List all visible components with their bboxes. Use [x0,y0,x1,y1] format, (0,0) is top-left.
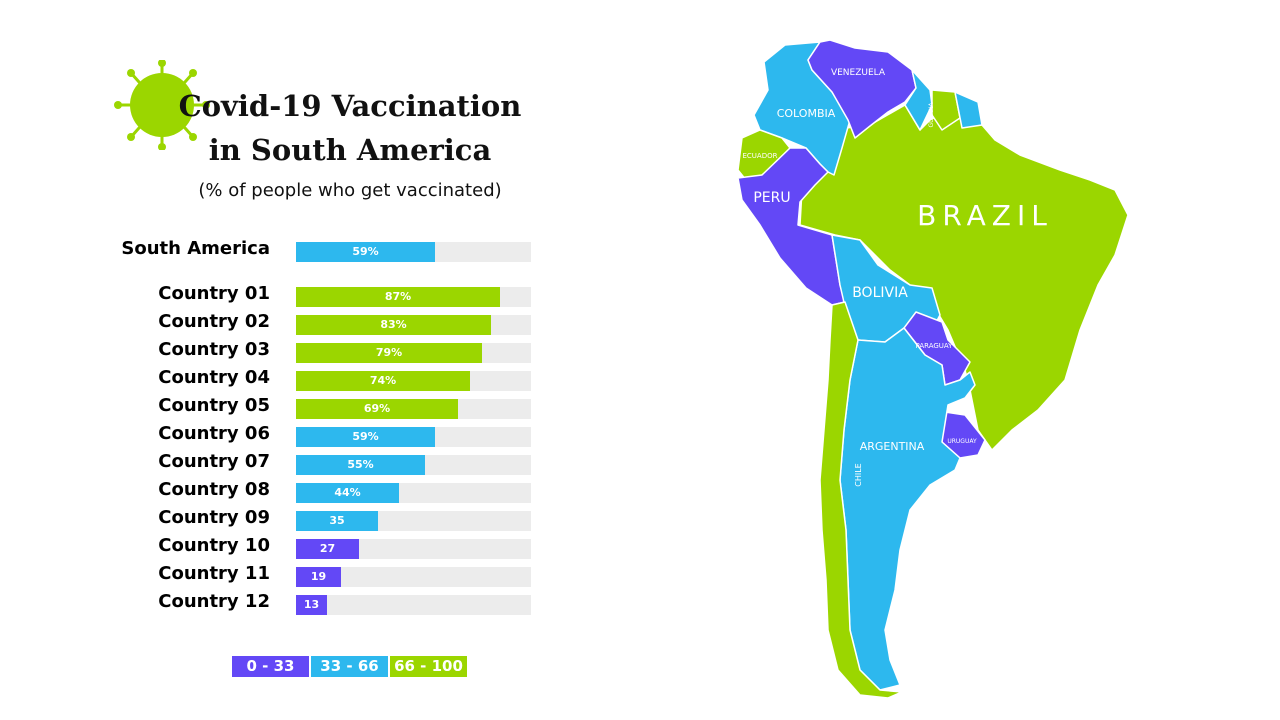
bar-value-label-9: 35 [329,514,345,527]
chart-title: Covid-19 Vaccination in South America [165,84,535,172]
map-label-guyana: GUYANA [928,102,935,128]
map-region-guyana [904,69,933,131]
map-region-peru [737,147,846,306]
chart-subtitle: (% of people who get vaccinated) [198,180,502,201]
map-label-brazil: BRAZIL [917,199,1053,232]
map-label-paraguay: PARAGUAY [916,342,954,350]
bar-10 [296,539,359,559]
bar-label-7: Country 07 [158,451,270,472]
bar-value-label-5: 69% [363,402,391,415]
map-label-colombia: COLOMBIA [777,107,836,120]
bar-label-4: Country 04 [158,367,270,388]
map-region-suriname [931,89,961,131]
bar-value-label-8: 44% [334,486,361,499]
bar-value-label-12: 13 [303,598,320,611]
bar-label-5: Country 05 [158,395,270,416]
south-america-map: VENEZUELA COLOMBIA GUYANA ECUADOR PERU B… [737,39,1129,699]
title-line-2: in South America [208,133,492,167]
bar-6 [296,427,435,447]
bar-value-label-11: 19 [310,570,327,583]
bar-value-label-6: 59% [352,430,379,443]
map-region-argentina [839,327,976,691]
bar-track-1: 87% [296,287,531,307]
bar-track-7: 55% [296,455,531,475]
bar-4 [296,371,470,391]
bar-11 [296,567,341,587]
bar-label-9: Country 09 [158,507,270,528]
map-region-venezuela [807,39,917,139]
legend-item-high: 66 - 100 [390,656,467,677]
summary-label: South America [121,238,270,259]
bar-label-11: Country 11 [158,563,270,584]
title-line-1: Covid-19 Vaccination [178,89,522,123]
bar-8 [296,483,399,503]
bar-value-label-4: 74% [369,374,397,387]
summary-value-label: 59% [352,245,379,258]
bar-12 [296,595,327,615]
bar-track-5: 69% [296,399,531,419]
bar-track-3: 79% [296,343,531,363]
bar-label-2: Country 02 [158,311,270,332]
bar-value-label-1: 87% [384,290,412,303]
bar-track-8: 44% [296,483,531,503]
bar-9 [296,511,378,531]
map-label-argentina: ARGENTINA [860,440,925,453]
bar-chart: South America 59% Country 01 87% Country… [0,0,560,720]
bar-track-2: 83% [296,315,531,335]
map-label-bolivia: BOLIVIA [852,285,908,301]
bar-track-12: 13 [296,595,531,615]
bar-track-11: 19 [296,567,531,587]
bar-track-6: 59% [296,427,531,447]
legend-item-mid: 33 - 66 [311,656,388,677]
summary-bar [296,242,435,262]
summary-track: 59% [296,242,531,262]
map-region-french-guiana [954,91,983,129]
map-label-venezuela: VENEZUELA [831,68,886,78]
map-label-ecuador: ECUADOR [743,152,778,160]
bar-value-label-7: 55% [347,458,374,471]
bar-label-8: Country 08 [158,479,270,500]
bar-5 [296,399,458,419]
bar-label-6: Country 06 [158,423,270,444]
bar-track-4: 74% [296,371,531,391]
bar-label-10: Country 10 [158,535,270,556]
bar-value-label-10: 27 [319,542,336,555]
map-label-uruguay: URUGUAY [947,438,977,445]
bar-value-label-2: 83% [380,318,407,331]
bar-label-3: Country 03 [158,339,270,360]
legend: 0 - 33 33 - 66 66 - 100 [232,656,467,677]
bar-3 [296,343,482,363]
map-label-chile: CHILE [854,463,863,486]
bar-1 [296,287,500,307]
bar-label-12: Country 12 [158,591,270,612]
bar-track-10: 27 [296,539,531,559]
bar-label-1: Country 01 [158,283,270,304]
virus-icon [114,60,210,150]
bar-2 [296,315,491,335]
map-label-peru: PERU [753,190,790,206]
bar-track-9: 35 [296,511,531,531]
bar-7 [296,455,425,475]
bar-value-label-3: 79% [375,346,403,359]
legend-item-low: 0 - 33 [232,656,309,677]
map-region-chile [819,301,903,699]
